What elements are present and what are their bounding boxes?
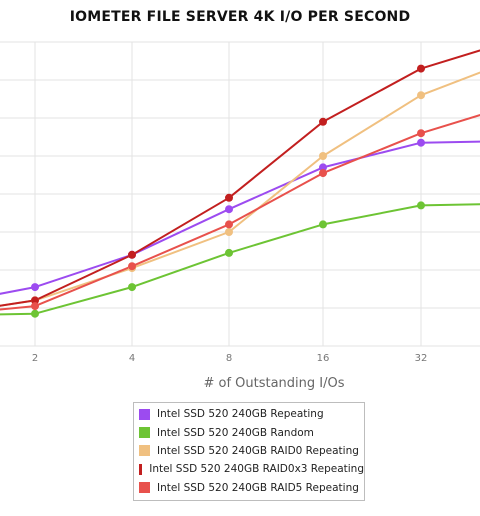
- legend-swatch: [139, 427, 150, 439]
- data-point: [225, 228, 233, 236]
- legend-item: Intel SSD 520 240GB RAID0x3 Repeating: [134, 460, 364, 478]
- data-point: [319, 169, 327, 178]
- data-point: [225, 220, 233, 229]
- data-point: [225, 248, 233, 257]
- data-point: [31, 296, 39, 305]
- data-point: [417, 64, 425, 73]
- data-point: [417, 138, 425, 147]
- x-tick-label: 4: [129, 353, 135, 364]
- legend-item: Intel SSD 520 240GB RAID5 Repeating: [134, 479, 364, 497]
- data-point: [128, 250, 136, 259]
- data-point: [31, 309, 39, 318]
- series-points: [31, 64, 425, 318]
- legend-item: Intel SSD 520 240GB RAID0 Repeating: [134, 442, 364, 460]
- legend-swatch: [139, 463, 143, 475]
- series-line: [0, 71, 480, 307]
- data-point: [31, 302, 39, 311]
- legend-label: Intel SSD 520 240GB Repeating: [157, 408, 324, 421]
- legend-swatch: [139, 445, 150, 457]
- x-tick-labels: 2 4 8 16 32: [32, 353, 428, 364]
- grid-lines: [0, 41, 480, 347]
- chart-title: IOMETER FILE SERVER 4K I/O PER SECOND: [69, 9, 411, 25]
- data-point: [225, 193, 233, 202]
- data-point: [31, 283, 39, 292]
- data-point: [319, 152, 327, 160]
- series-line: [0, 203, 480, 316]
- x-tick-label: 8: [226, 353, 232, 364]
- data-point: [319, 117, 327, 126]
- legend-item: Intel SSD 520 240GB Repeating: [134, 405, 364, 423]
- data-point: [417, 91, 425, 100]
- data-point: [417, 201, 425, 210]
- legend-label: Intel SSD 520 240GB RAID5 Repeating: [157, 481, 359, 494]
- line-chart: 2 4 8 16 32 # of Outstanding I/Os: [0, 41, 480, 391]
- data-point: [319, 220, 327, 229]
- x-tick-label: 16: [317, 353, 330, 364]
- legend-label: Intel SSD 520 240GB RAID0x3 Repeating: [149, 463, 364, 476]
- legend-label: Intel SSD 520 240GB RAID0 Repeating: [157, 444, 359, 457]
- x-axis-label: # of Outstanding I/Os: [203, 376, 344, 391]
- data-point: [225, 205, 233, 214]
- legend-label: Intel SSD 520 240GB Random: [157, 426, 314, 439]
- data-point: [417, 129, 425, 138]
- data-point: [128, 262, 136, 271]
- legend-item: Intel SSD 520 240GB Random: [134, 423, 364, 441]
- data-point: [319, 163, 327, 172]
- legend: Intel SSD 520 240GB Repeating Intel SSD 5…: [133, 402, 365, 501]
- legend-swatch: [139, 408, 150, 420]
- legend-swatch: [139, 482, 150, 494]
- data-point: [128, 283, 136, 292]
- x-tick-label: 2: [32, 353, 38, 364]
- x-tick-label: 32: [415, 353, 428, 364]
